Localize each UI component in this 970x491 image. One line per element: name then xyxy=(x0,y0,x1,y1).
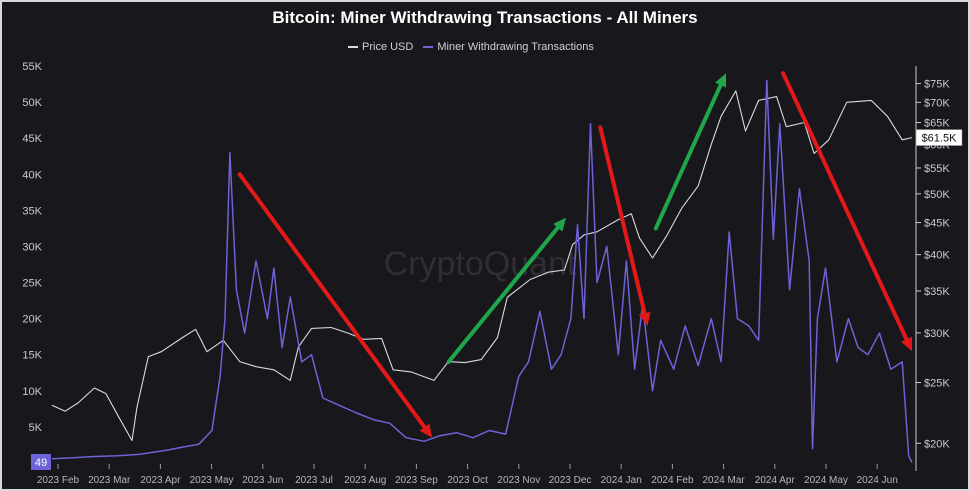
trend-arrow-4-shaft xyxy=(653,83,723,231)
trend-arrow-1-head xyxy=(419,423,433,438)
y-left-tick-label: 25K xyxy=(22,278,42,290)
y-right-tick-label: $35K xyxy=(924,286,950,298)
x-tick-label: 2023 Sep xyxy=(395,475,438,486)
y-left-tick-label: 35K xyxy=(22,205,42,217)
y-left-tick-label: 45K xyxy=(22,133,42,145)
chart-legend[interactable]: Price USD Miner Withdrawing Transactions xyxy=(348,40,594,54)
y-right-tick-label: $30K xyxy=(924,328,950,340)
y-right-tick-label: $75K xyxy=(924,79,950,91)
y-left-tick-label: 40K xyxy=(22,169,42,181)
series-line-price xyxy=(51,90,913,442)
legend-item-price[interactable]: Price USD xyxy=(348,41,413,53)
y-left-tick-label: 20K xyxy=(22,314,42,326)
x-tick-label: 2023 Feb xyxy=(37,475,80,486)
x-tick-label: 2023 Aug xyxy=(344,475,386,486)
x-tick-label: 2023 Dec xyxy=(549,475,592,486)
legend-swatch-price xyxy=(348,46,358,48)
y-left-tick-label: 5K xyxy=(29,422,43,434)
chart-title: Bitcoin: Miner Withdrawing Transactions … xyxy=(272,8,698,27)
y-right-tick-label: $55K xyxy=(924,163,950,175)
trend-arrow-2-head xyxy=(553,217,567,232)
y-right-tick-label: $25K xyxy=(924,378,950,390)
x-tick-label: 2023 Apr xyxy=(140,475,181,486)
x-tick-label: 2024 Feb xyxy=(651,475,694,486)
legend-item-miner[interactable]: Miner Withdrawing Transactions xyxy=(423,41,594,53)
y-right-tick-label: $45K xyxy=(924,218,950,230)
x-tick-label: 2023 Jun xyxy=(242,475,283,486)
trend-arrow-2-shaft xyxy=(446,225,560,364)
y-right-tick-label: $40K xyxy=(924,250,950,262)
x-tick-label: 2023 Mar xyxy=(88,475,131,486)
x-tick-label: 2023 Oct xyxy=(447,475,488,486)
legend-swatch-miner xyxy=(423,46,434,48)
trend-arrow-3-head xyxy=(638,311,651,326)
x-tick-label: 2024 Jun xyxy=(857,475,898,486)
y-right-tick-label: $70K xyxy=(924,97,950,109)
y-left-current-value: 49 xyxy=(35,457,47,469)
y-right-tick-label: $20K xyxy=(924,438,950,450)
legend-label-price: Price USD xyxy=(362,41,414,53)
x-tick-label: 2024 Apr xyxy=(755,475,796,486)
trend-arrow-3-shaft xyxy=(598,125,647,316)
y-left-tick-label: 15K xyxy=(22,350,42,362)
y-left-tick-label: 55K xyxy=(22,61,42,73)
trend-arrow-1-shaft xyxy=(237,172,427,430)
y-right-current-badge xyxy=(915,129,963,146)
x-tick-label: 2023 Nov xyxy=(497,475,540,486)
y-left-tick-label: 10K xyxy=(22,386,42,398)
x-tick-label: 2024 Jan xyxy=(601,475,642,486)
x-tick-label: 2023 Jul xyxy=(295,475,333,486)
trend-arrow-5-shaft xyxy=(781,71,909,342)
y-left-current-badge xyxy=(31,454,51,470)
y-right-current-value: $61.5K xyxy=(922,133,958,145)
x-tick-label: 2024 Mar xyxy=(702,475,745,486)
x-tick-label: 2024 May xyxy=(804,475,848,486)
trend-arrow-4-head xyxy=(715,73,727,88)
watermark-text: CryptoQuant xyxy=(384,245,577,283)
x-tick-label: 2023 May xyxy=(190,475,234,486)
y-right-tick-label: $65K xyxy=(924,118,950,130)
y-left-tick-label: 30K xyxy=(22,241,42,253)
trend-arrow-5-head xyxy=(901,336,912,352)
legend-label-miner: Miner Withdrawing Transactions xyxy=(437,41,594,53)
y-left-tick-label: 50K xyxy=(22,97,42,109)
series-line-miner xyxy=(51,79,913,463)
y-right-tick-label: $50K xyxy=(924,189,950,201)
